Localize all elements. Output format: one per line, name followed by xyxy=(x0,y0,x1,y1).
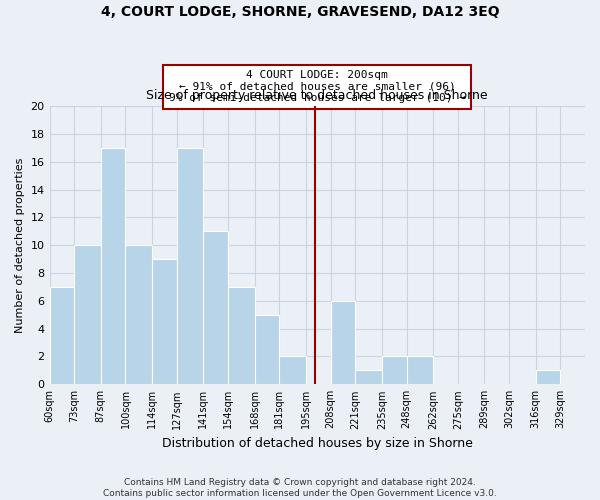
Bar xyxy=(152,259,177,384)
Bar xyxy=(382,356,407,384)
Bar xyxy=(74,245,101,384)
Bar xyxy=(254,314,279,384)
Bar xyxy=(177,148,203,384)
Text: 4 COURT LODGE: 200sqm
← 91% of detached houses are smaller (96)
9% of semi-detac: 4 COURT LODGE: 200sqm ← 91% of detached … xyxy=(169,70,466,103)
Bar xyxy=(125,245,152,384)
Text: 4, COURT LODGE, SHORNE, GRAVESEND, DA12 3EQ: 4, COURT LODGE, SHORNE, GRAVESEND, DA12 … xyxy=(101,5,499,19)
Title: Size of property relative to detached houses in Shorne: Size of property relative to detached ho… xyxy=(146,89,488,102)
Bar xyxy=(536,370,560,384)
Bar xyxy=(279,356,306,384)
Bar xyxy=(203,232,228,384)
Bar xyxy=(228,287,254,384)
Bar xyxy=(50,287,74,384)
Bar xyxy=(355,370,382,384)
Y-axis label: Number of detached properties: Number of detached properties xyxy=(15,158,25,333)
Text: Contains HM Land Registry data © Crown copyright and database right 2024.
Contai: Contains HM Land Registry data © Crown c… xyxy=(103,478,497,498)
Bar xyxy=(407,356,433,384)
Bar xyxy=(101,148,125,384)
Bar xyxy=(331,301,355,384)
X-axis label: Distribution of detached houses by size in Shorne: Distribution of detached houses by size … xyxy=(162,437,473,450)
